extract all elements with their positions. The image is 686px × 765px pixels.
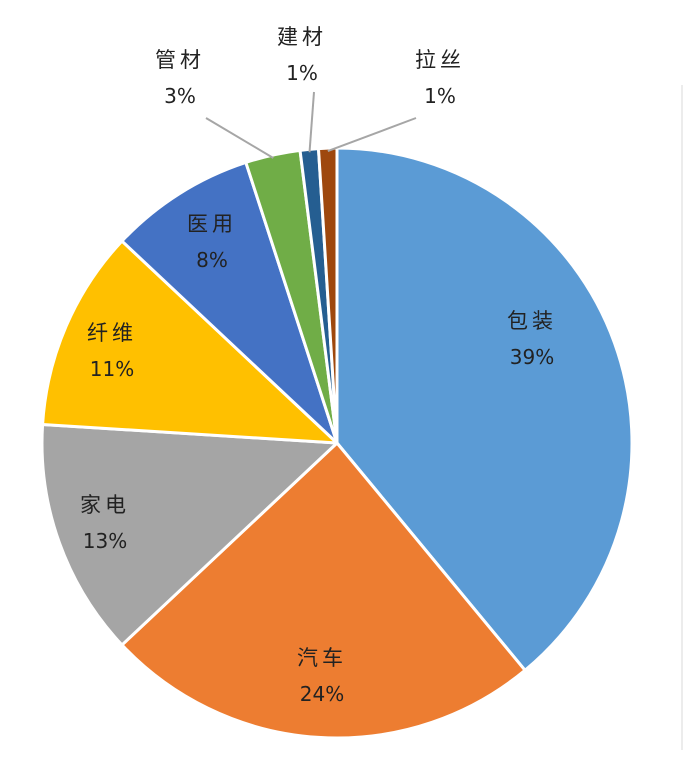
pie-slices: [40, 146, 634, 740]
slice-label-name-6: 管材: [155, 48, 205, 72]
slice-label-value-5: 8%: [196, 248, 228, 272]
slice-label-name-5: 医用: [187, 212, 237, 236]
pie-slice-5: [120, 160, 339, 445]
slice-label-name-1: 包装: [507, 309, 557, 333]
right-border-line: [681, 85, 683, 750]
slice-label-value-2: 24%: [300, 682, 344, 706]
leader-line-8: [327, 117, 417, 153]
leader-line-6: [205, 117, 274, 159]
slice-labels: 包装 39% 汽车 24% 家电 13% 纤维 11% 医用 8% 管材 3% 建材 1% 拉丝 1%: [80, 25, 557, 706]
pie-slice-4: [41, 239, 339, 445]
pie-slice-3: [40, 422, 339, 647]
leader-lines: [205, 91, 417, 159]
slice-label-value-6: 3%: [164, 84, 196, 108]
leader-line-7: [308, 91, 315, 153]
slice-label-value-8: 1%: [424, 84, 456, 108]
slice-label-value-4: 11%: [90, 357, 134, 381]
pie-slice-1: [335, 146, 634, 672]
slice-label-value-1: 39%: [510, 345, 554, 369]
slice-label-name-7: 建材: [277, 25, 327, 49]
slice-label-name-3: 家电: [80, 493, 130, 517]
slice-label-value-7: 1%: [286, 61, 318, 85]
slice-label-name-2: 汽车: [297, 646, 347, 670]
slice-label-value-3: 13%: [83, 529, 127, 553]
pie-slice-2: [120, 441, 527, 740]
slice-label-name-4: 纤维: [87, 321, 137, 345]
slice-label-name-8: 拉丝: [415, 48, 465, 72]
